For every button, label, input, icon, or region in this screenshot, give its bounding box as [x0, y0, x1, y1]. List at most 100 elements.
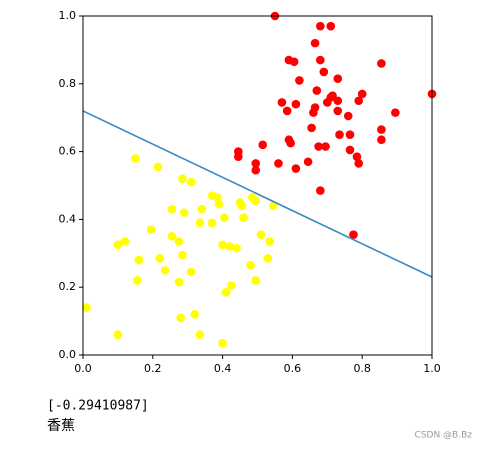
y-tick-label: 0.8	[59, 77, 77, 90]
point	[131, 154, 140, 163]
point	[132, 276, 142, 285]
point	[234, 152, 243, 161]
point	[207, 218, 217, 228]
point	[312, 86, 322, 95]
point	[251, 276, 261, 285]
decision-line	[82, 110, 433, 278]
point	[218, 240, 227, 250]
point	[179, 208, 189, 217]
y-tick-label: 0.0	[59, 348, 77, 361]
point	[377, 125, 386, 134]
point	[237, 201, 247, 211]
point	[153, 162, 163, 172]
point	[277, 98, 287, 107]
point	[333, 106, 343, 116]
point	[316, 186, 325, 195]
watermark: CSDN @B.Bz	[415, 431, 473, 441]
point	[160, 265, 170, 275]
y-tick-label: 1.0	[59, 9, 77, 22]
point	[391, 108, 400, 117]
point	[291, 164, 301, 173]
x-tick-label: 0.8	[353, 362, 371, 375]
point	[251, 196, 261, 206]
point	[263, 254, 273, 263]
y-tick-label: 0.6	[59, 145, 77, 158]
point	[186, 177, 196, 187]
point	[167, 204, 177, 214]
point	[176, 313, 186, 323]
plot-frame	[82, 15, 433, 356]
point	[291, 99, 301, 109]
point	[232, 243, 241, 253]
output-line: [-0.29410987]	[47, 399, 149, 414]
point	[225, 242, 234, 251]
point	[174, 237, 184, 246]
point	[113, 240, 123, 250]
x-tick-label: 0.4	[214, 362, 232, 375]
point	[377, 59, 386, 68]
point	[186, 267, 196, 277]
x-tick-label: 1.0	[423, 362, 441, 375]
point	[174, 277, 184, 287]
point	[190, 310, 199, 319]
point	[314, 142, 323, 151]
point	[256, 230, 266, 239]
point	[265, 237, 275, 246]
point	[251, 165, 261, 175]
point	[239, 213, 248, 223]
point	[274, 159, 283, 168]
y-tick-label: 0.2	[59, 280, 77, 293]
point	[310, 38, 320, 48]
point	[251, 159, 261, 168]
x-tick-label: 0.6	[284, 362, 302, 375]
point	[258, 140, 268, 150]
point	[113, 330, 123, 339]
x-tick-label: 0.0	[74, 362, 92, 375]
point	[282, 106, 292, 116]
point	[213, 193, 222, 202]
point	[316, 55, 325, 65]
point	[227, 281, 236, 290]
point	[307, 123, 316, 133]
point	[377, 135, 386, 145]
point	[120, 237, 130, 246]
point	[134, 255, 144, 265]
point	[345, 130, 355, 139]
point	[221, 287, 231, 297]
point	[214, 199, 224, 209]
point	[303, 157, 313, 167]
point	[155, 254, 165, 263]
point	[357, 89, 367, 99]
point	[178, 250, 187, 260]
point	[345, 145, 355, 155]
point	[268, 201, 278, 211]
point	[326, 21, 336, 31]
point	[295, 76, 304, 85]
point	[218, 338, 227, 348]
point	[316, 21, 325, 31]
point	[352, 152, 362, 161]
point	[82, 303, 91, 312]
x-tick-label: 0.2	[144, 362, 162, 375]
point	[220, 213, 229, 223]
point	[333, 96, 343, 106]
point	[343, 111, 353, 121]
y-tick-label: 0.4	[59, 212, 77, 225]
point	[354, 159, 364, 168]
point	[246, 260, 255, 270]
point	[349, 230, 358, 239]
output-line: 香蕉	[47, 418, 75, 434]
point	[309, 108, 318, 117]
point	[167, 232, 177, 241]
point	[333, 74, 343, 84]
point	[321, 142, 330, 151]
point	[197, 204, 206, 214]
point	[335, 130, 344, 139]
point	[354, 96, 364, 106]
point	[289, 57, 299, 67]
point	[178, 174, 187, 184]
point	[319, 67, 329, 77]
point	[146, 225, 156, 234]
point	[323, 98, 332, 107]
